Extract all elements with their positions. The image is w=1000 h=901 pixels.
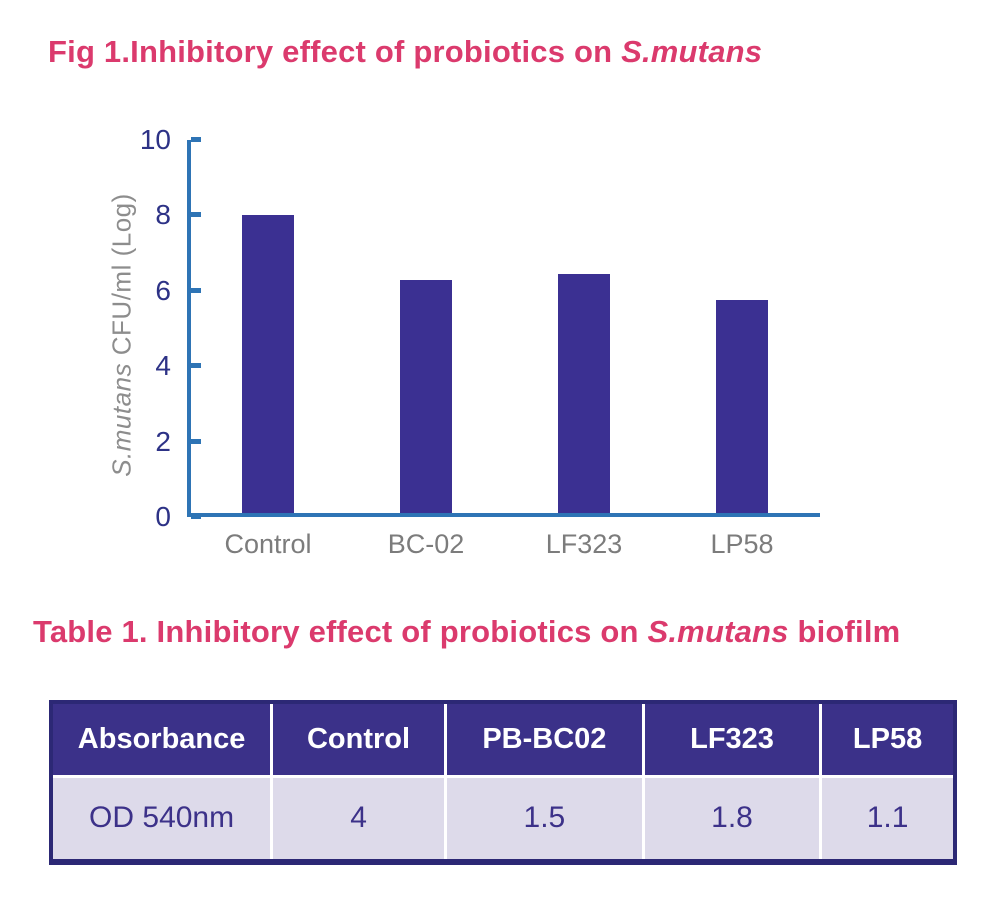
y-tick-mark-4 — [191, 363, 201, 369]
x-axis-line — [187, 513, 820, 517]
x-label-bc-02: BC-02 — [387, 529, 465, 559]
y-tick-label-4: 4 — [155, 350, 171, 382]
table-title-suffix: biofilm — [788, 614, 901, 649]
y-tick-mark-2 — [191, 438, 201, 444]
y-tick-mark-8 — [191, 212, 201, 218]
table-title: Table 1. Inhibitory effect of probiotics… — [33, 614, 900, 650]
x-label-lp58: LP58 — [710, 529, 774, 559]
header-cell-absorbance: Absorbance — [53, 704, 274, 778]
cell-control-value: 4 — [271, 776, 447, 859]
header-cell-control: Control — [271, 704, 447, 778]
cell-pb-bc02-value: 1.5 — [445, 776, 645, 859]
cell-lf323-value: 1.8 — [643, 776, 823, 859]
y-tick-label-6: 6 — [155, 274, 171, 306]
y-tick-label-10: 10 — [139, 124, 171, 155]
x-label-control: Control — [224, 529, 312, 559]
y-tick-label-0: 0 — [155, 501, 171, 532]
bar-lp58 — [716, 300, 768, 513]
table-title-species: S.mutans — [647, 614, 789, 649]
x-label-lf323: LF323 — [545, 529, 623, 559]
figure-title: Fig 1.Inhibitory effect of probiotics on… — [48, 34, 762, 70]
header-cell-lf323: LF323 — [643, 704, 823, 778]
bar-bc-02 — [400, 279, 452, 513]
cell-od-540nm: OD 540nm — [53, 776, 274, 859]
figure-title-species: S.mutans — [621, 34, 763, 69]
table-row: OD 540nm 4 1.5 1.8 1.1 — [53, 776, 953, 859]
absorbance-table: Absorbance Control PB-BC02 LF323 LP58 OD… — [49, 700, 957, 865]
y-tick-mark-6 — [191, 287, 201, 293]
bar-lf323 — [558, 273, 610, 513]
table-title-text: Table 1. Inhibitory effect of probiotics… — [33, 614, 648, 649]
y-tick-label-2: 2 — [155, 425, 171, 457]
cell-lp58-value: 1.1 — [820, 776, 953, 859]
figure-title-text: Fig 1.Inhibitory effect of probiotics on — [48, 34, 622, 69]
y-tick-label-8: 8 — [155, 199, 171, 231]
y-axis-line — [187, 140, 191, 517]
bar-chart-plot: 0 2 4 6 8 10 Control BC-02 LF323 LP58 — [140, 125, 820, 559]
header-cell-lp58: LP58 — [820, 704, 953, 778]
bar-control — [242, 215, 294, 513]
header-cell-pb-bc02: PB-BC02 — [445, 704, 645, 778]
y-tick-mark-10 — [191, 137, 201, 142]
table-header-row: Absorbance Control PB-BC02 LF323 LP58 — [53, 704, 953, 778]
y-tick-mark-0 — [191, 514, 201, 519]
